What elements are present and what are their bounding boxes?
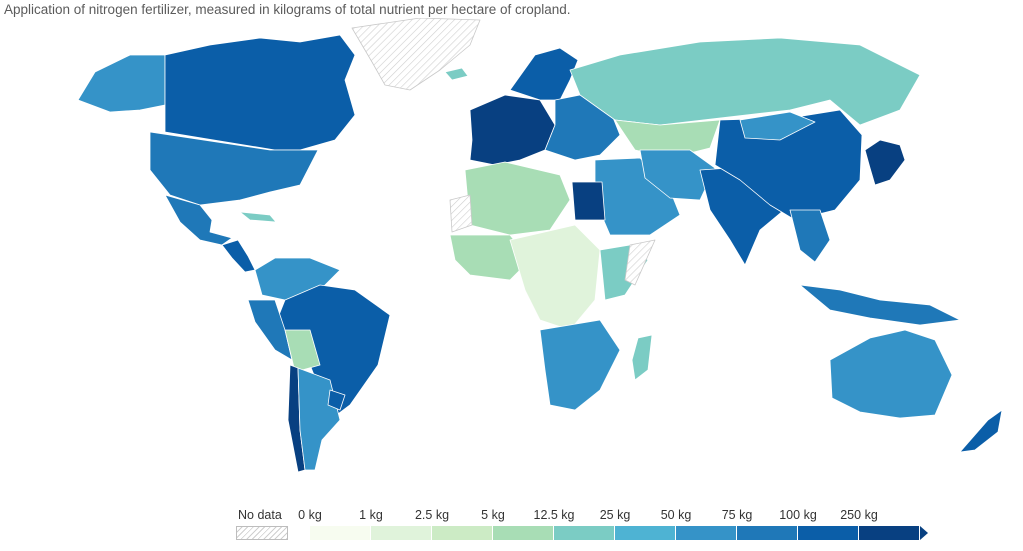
region-kazakhstan[interactable]	[614, 119, 721, 159]
legend-label-2: 2.5 kg	[414, 508, 450, 522]
legend-label-4: 12.5 kg	[533, 508, 575, 522]
region-mexico[interactable]	[164, 194, 233, 246]
legend-swatch-1	[371, 526, 432, 540]
region-alaska[interactable]	[77, 54, 166, 113]
world-map-svg	[77, 18, 1003, 473]
region-iceland[interactable]	[444, 67, 469, 81]
region-australia[interactable]	[829, 329, 953, 419]
region-iran-afghanistan[interactable]	[639, 149, 716, 201]
region-russia[interactable]	[569, 37, 921, 126]
legend-swatch-0	[310, 526, 371, 540]
region-central-america[interactable]	[221, 239, 256, 273]
color-legend: No data 0 kg 1 kg 2.5 kg 5 kg 12.5 kg 25…	[236, 506, 928, 546]
legend-swatch-2	[432, 526, 493, 540]
world-map	[0, 18, 1023, 503]
region-indonesia[interactable]	[799, 284, 961, 326]
region-southern-africa[interactable]	[539, 319, 621, 411]
region-greenland[interactable]	[351, 18, 481, 91]
region-usa[interactable]	[149, 131, 319, 206]
region-bolivia[interactable]	[284, 329, 321, 373]
legend-swatch-5	[615, 526, 676, 540]
map-subtitle: Application of nitrogen fertilizer, meas…	[4, 2, 571, 17]
region-new-zealand[interactable]	[959, 409, 1003, 453]
legend-swatch-9	[859, 526, 920, 540]
legend-swatch-7	[737, 526, 798, 540]
legend-open-end-arrow	[920, 526, 928, 540]
legend-no-data-swatch	[236, 526, 288, 540]
region-mongolia[interactable]	[739, 111, 816, 141]
legend-no-data-label: No data	[238, 508, 282, 522]
region-western-sahara[interactable]	[449, 194, 473, 233]
region-uruguay[interactable]	[327, 389, 346, 411]
region-central-africa[interactable]	[509, 224, 601, 331]
region-egypt[interactable]	[571, 181, 606, 221]
legend-swatch-4	[554, 526, 615, 540]
legend-label-7: 75 kg	[721, 508, 753, 522]
region-southeast-asia[interactable]	[789, 209, 831, 263]
legend-swatch-3	[493, 526, 554, 540]
legend-swatch-6	[676, 526, 737, 540]
legend-label-8: 100 kg	[779, 508, 817, 522]
legend-label-9: 250 kg	[840, 508, 878, 522]
region-japan-korea[interactable]	[864, 139, 906, 186]
region-caribbean[interactable]	[239, 211, 277, 223]
legend-label-1: 1 kg	[359, 508, 383, 522]
region-western-europe[interactable]	[469, 94, 556, 166]
legend-label-0: 0 kg	[298, 508, 322, 522]
legend-swatch-8	[798, 526, 859, 540]
legend-label-5: 25 kg	[599, 508, 631, 522]
region-canada[interactable]	[164, 34, 356, 151]
legend-label-6: 50 kg	[660, 508, 692, 522]
region-north-africa[interactable]	[464, 161, 571, 236]
region-scandinavia[interactable]	[509, 47, 579, 101]
legend-label-3: 5 kg	[481, 508, 505, 522]
region-west-africa[interactable]	[449, 234, 531, 281]
region-madagascar[interactable]	[631, 334, 653, 381]
region-somalia[interactable]	[624, 239, 656, 286]
